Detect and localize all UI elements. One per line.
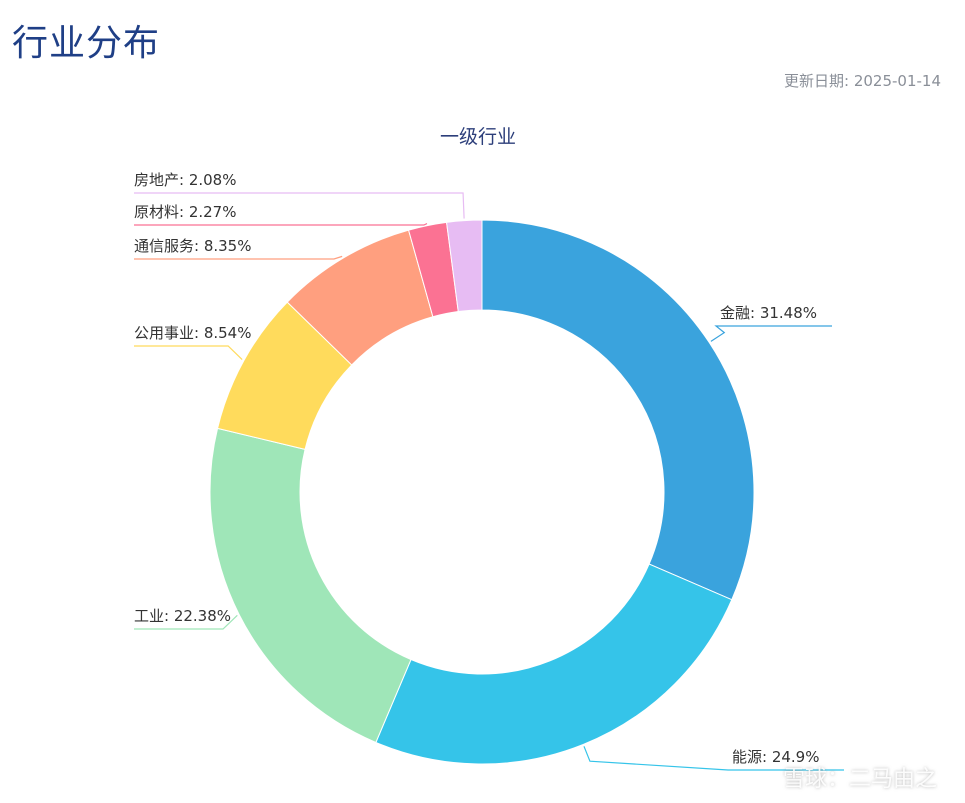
donut-slice-3[interactable] (209, 427, 412, 744)
chart-title: 一级行业 (440, 126, 516, 148)
donut-slice-7[interactable] (445, 219, 483, 313)
data-label-5: 通信服务: 8.35% (134, 237, 251, 255)
leader-line-6 (134, 223, 428, 226)
leader-line-7 (134, 192, 465, 219)
leader-line-3 (134, 614, 238, 630)
leader-line-5 (134, 255, 343, 260)
leader-line-4 (134, 345, 243, 360)
donut-slice-1[interactable] (481, 219, 755, 601)
data-label-2: 能源: 24.9% (732, 748, 819, 766)
data-label-6: 原材料: 2.27% (134, 203, 236, 221)
leader-line-2 (583, 746, 844, 771)
update-date: 更新日期: 2025-01-14 (784, 72, 941, 90)
page-title: 行业分布 (12, 23, 161, 64)
donut-slice-2[interactable] (375, 563, 733, 765)
leader-line-1 (710, 325, 832, 342)
data-label-1: 金融: 31.48% (720, 304, 817, 322)
watermark: 雪球：二马由之 (782, 767, 937, 792)
data-label-7: 房地产: 2.08% (134, 171, 236, 189)
data-label-4: 公用事业: 8.54% (134, 324, 251, 342)
data-label-3: 工业: 22.38% (134, 607, 231, 625)
